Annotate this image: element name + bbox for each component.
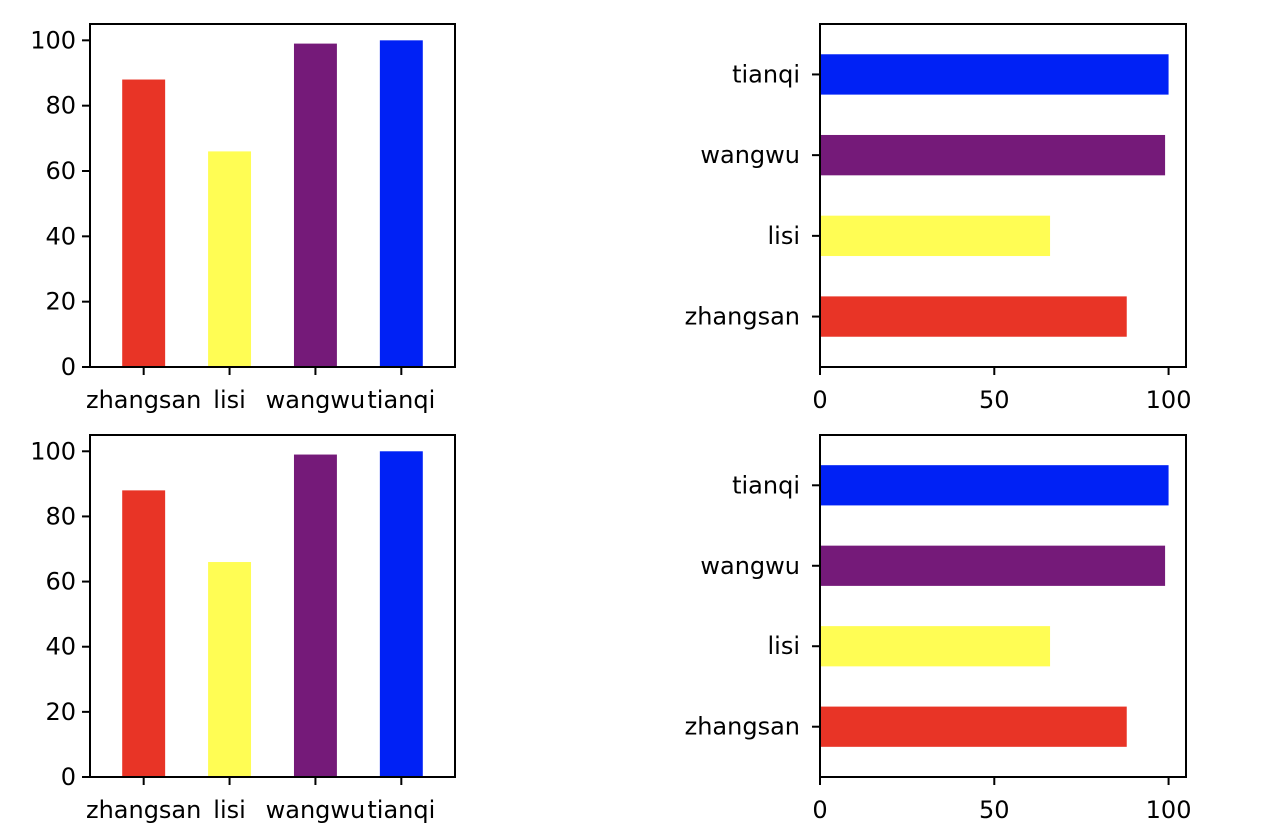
y-tick-label: 0 [61,353,76,381]
y-tick-label: 100 [30,437,76,465]
y-tick-label: 20 [45,288,76,316]
plot-frame [89,434,456,778]
bar-tianqi [379,451,423,777]
x-tick-label: 0 [812,796,827,824]
y-tick-label: 60 [45,568,76,596]
y-tick-label: lisi [767,632,800,660]
y-tick-label: wangwu [700,141,800,169]
x-tick-label: wangwu [266,796,366,824]
bar-tianqi [820,54,1169,95]
x-tick-label: 50 [979,796,1010,824]
y-tick-label: 0 [61,763,76,791]
bar-lisi [208,562,252,777]
x-tick-label: tianqi [367,796,435,824]
bar-tianqi [820,465,1169,506]
bar-lisi [208,151,252,367]
x-tick-label: 100 [1146,386,1192,414]
bar-lisi [820,626,1051,667]
plot-frame [819,23,1187,368]
y-tick-label: zhangsan [685,303,800,331]
x-tick-label: zhangsan [86,796,201,824]
bar-wangwu [820,545,1166,586]
x-tick-label: 100 [1146,796,1192,824]
bar-lisi [820,215,1051,257]
x-tick-label: zhangsan [86,386,201,414]
y-tick-label: 80 [45,502,76,530]
plot-frame [89,23,456,368]
y-tick-label: zhangsan [685,713,800,741]
y-tick-label: 100 [30,26,76,54]
bar-zhangsan [122,490,166,777]
y-tick-label: 60 [45,157,76,185]
chart-panel-bottom-right: zhangsan lisi wangwu tianqi 0 50 100 [685,434,1192,824]
y-tick-label: 40 [45,633,76,661]
x-tick-label: 50 [979,386,1010,414]
chart-panel-bottom-left: 0 20 40 60 80 100 zhangsan lisi wangwu tianqi [30,434,456,824]
chart-panel-top-left: 0 20 40 60 80 100 zhangsan lisi wangwu tianqi [30,23,456,414]
y-tick-label: 40 [45,222,76,250]
x-tick-label: 0 [812,386,827,414]
bar-tianqi [379,40,423,367]
bar-zhangsan [122,79,166,368]
chart-panel-top-right: zhangsan lisi wangwu tianqi 0 50 100 [685,23,1192,414]
x-tick-label: lisi [213,386,246,414]
y-tick-label: tianqi [732,471,800,499]
bar-wangwu [820,134,1166,176]
plot-frame [819,434,1187,778]
bar-wangwu [293,454,337,777]
bar-zhangsan [820,296,1127,337]
y-tick-label: 80 [45,92,76,120]
y-tick-label: tianqi [732,60,800,88]
y-tick-label: 20 [45,698,76,726]
y-tick-label: lisi [767,222,800,250]
y-tick-label: wangwu [700,552,800,580]
x-tick-label: wangwu [266,386,366,414]
x-tick-label: tianqi [367,386,435,414]
x-tick-label: lisi [213,796,246,824]
bar-wangwu [293,43,337,367]
bar-zhangsan [820,706,1127,747]
